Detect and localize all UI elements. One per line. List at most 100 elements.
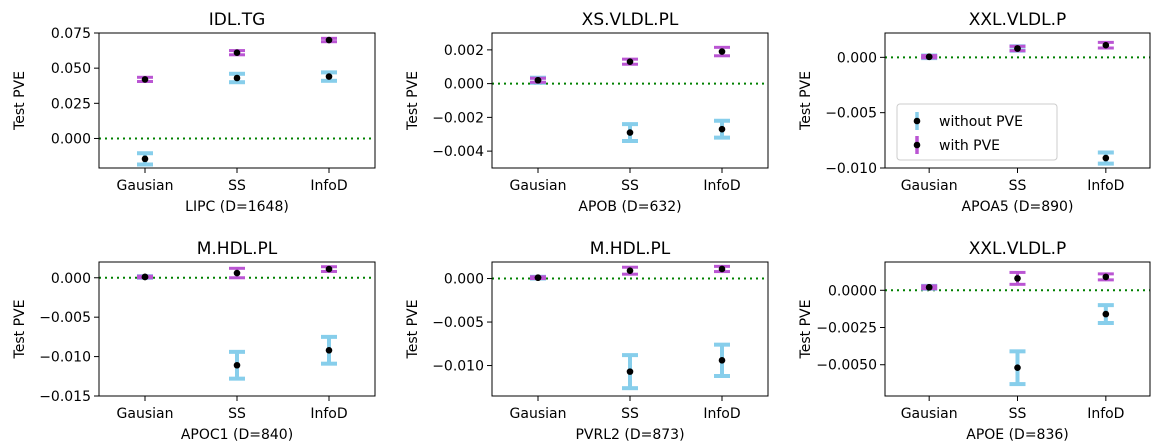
data-point (534, 76, 542, 84)
x-tick-label: SS (1009, 178, 1027, 194)
x-axis-label: PVRL2 (D=873) (575, 427, 684, 443)
y-tick-label: 0.050 (51, 61, 91, 77)
y-tick-label: −0.010 (432, 359, 484, 375)
x-tick-label: InfoD (703, 178, 740, 194)
legend-label: without PVE (939, 114, 1023, 130)
data-point (1102, 273, 1110, 281)
x-tick-label: SS (621, 406, 639, 422)
x-axis-label: LIPC (D=1648) (185, 199, 289, 215)
y-tick-label: 0.000 (444, 272, 484, 288)
y-axis-label: Test PVE (12, 71, 28, 131)
data-point (233, 361, 241, 369)
data-point (233, 74, 241, 82)
y-tick-label: 0.000 (444, 77, 484, 93)
x-tick-label: InfoD (1087, 178, 1124, 194)
x-tick-label: Gausian (510, 178, 567, 194)
x-tick-label: Gausian (510, 406, 567, 422)
chart-title: M.HDL.PL (197, 239, 278, 259)
x-tick-label: InfoD (310, 178, 347, 194)
data-point (141, 76, 149, 83)
data-point (925, 53, 933, 61)
data-point (233, 269, 241, 277)
y-tick-label: 0.0000 (828, 283, 877, 299)
data-point (718, 265, 726, 273)
x-tick-label: SS (228, 178, 246, 194)
y-tick-label: −0.015 (39, 389, 91, 405)
y-tick-label: −0.005 (432, 315, 484, 331)
y-axis-label: Test PVE (798, 71, 814, 131)
y-axis-label: Test PVE (405, 71, 421, 131)
data-point (325, 73, 333, 80)
y-axis-label: Test PVE (12, 300, 28, 360)
x-tick-label: InfoD (703, 406, 740, 422)
y-tick-label: −0.005 (825, 106, 877, 122)
y-axis-label: Test PVE (405, 300, 421, 360)
x-axis-label: APOC1 (D=840) (181, 427, 293, 443)
y-tick-label: 0.000 (51, 271, 91, 287)
data-point (626, 58, 634, 65)
y-tick-label: −0.0025 (816, 321, 877, 337)
x-tick-label: InfoD (1087, 406, 1124, 422)
legend-marker (913, 117, 921, 125)
data-point (325, 346, 333, 354)
data-point (534, 274, 542, 281)
y-tick-label: −0.010 (39, 350, 91, 366)
y-tick-label: 0.025 (51, 96, 91, 112)
y-tick-label: −0.0050 (816, 358, 877, 374)
chart-panel: −0.004 −0.002 0.000 0.002 Gausian SS InfoD XS.V… (405, 10, 769, 215)
x-axis-label: APOA5 (D=890) (962, 199, 1074, 215)
data-point (626, 368, 634, 375)
chart-title: XS.VLDL.PL (582, 10, 679, 30)
data-point (925, 284, 933, 291)
data-point (718, 125, 726, 133)
legend: without PVE with PVE (896, 103, 1058, 161)
data-point (1014, 364, 1021, 372)
y-tick-label: 0.000 (51, 131, 91, 147)
x-axis-label: APOE (D=836) (966, 427, 1069, 443)
y-tick-label: −0.002 (432, 110, 484, 126)
x-tick-label: SS (621, 178, 639, 194)
data-point (1014, 275, 1021, 282)
data-point (718, 48, 726, 55)
data-point (325, 36, 333, 44)
y-tick-label: 0.075 (51, 26, 91, 42)
data-point (325, 265, 333, 273)
plot-frame (491, 32, 769, 169)
data-point (718, 357, 726, 364)
y-tick-label: 0.002 (444, 43, 484, 59)
x-tick-label: Gausian (901, 406, 958, 422)
data-point (141, 273, 149, 281)
chart-title: IDL.TG (209, 10, 266, 30)
x-tick-label: InfoD (310, 406, 347, 422)
y-axis-label: Test PVE (798, 300, 814, 360)
data-point (141, 155, 149, 163)
chart-title: XXL.VLDL.P (969, 10, 1066, 30)
data-point (1102, 310, 1110, 318)
data-point (1014, 45, 1021, 52)
y-tick-label: −0.010 (825, 161, 877, 177)
legend-label: with PVE (939, 138, 1000, 154)
y-tick-label: −0.005 (39, 310, 91, 326)
x-tick-label: Gausian (117, 406, 174, 422)
y-tick-label: 0.000 (837, 50, 877, 66)
chart-panel: −0.015 −0.010 −0.005 0.000 Gausian SS InfoD M.H… (12, 239, 376, 443)
chart-title: XXL.VLDL.P (969, 239, 1066, 259)
chart-panel: −0.0050 −0.0025 0.0000 Gausian SS InfoD XXL.VL… (798, 239, 1151, 443)
data-point (1102, 154, 1110, 162)
data-point (233, 49, 241, 56)
chart-panel: −0.010 −0.005 0.000 Gausian SS InfoD XXL.VLDL.… (798, 10, 1151, 215)
x-tick-label: Gausian (901, 178, 958, 194)
x-axis-label: APOB (D=632) (578, 199, 681, 215)
x-tick-label: SS (1009, 406, 1027, 422)
data-point (626, 129, 634, 136)
x-tick-label: Gausian (117, 178, 174, 194)
chart-panel: 0.000 0.025 0.050 0.075 Gausian SS InfoD IDL.TG… (12, 10, 376, 215)
data-point (1102, 41, 1110, 49)
y-tick-label: −0.004 (432, 144, 484, 160)
legend-frame (896, 103, 1058, 161)
chart-panel: −0.010 −0.005 0.000 Gausian SS InfoD M.HDL.PL P… (405, 239, 769, 443)
x-tick-label: SS (228, 406, 246, 422)
legend-marker (913, 141, 921, 149)
data-point (626, 267, 634, 275)
